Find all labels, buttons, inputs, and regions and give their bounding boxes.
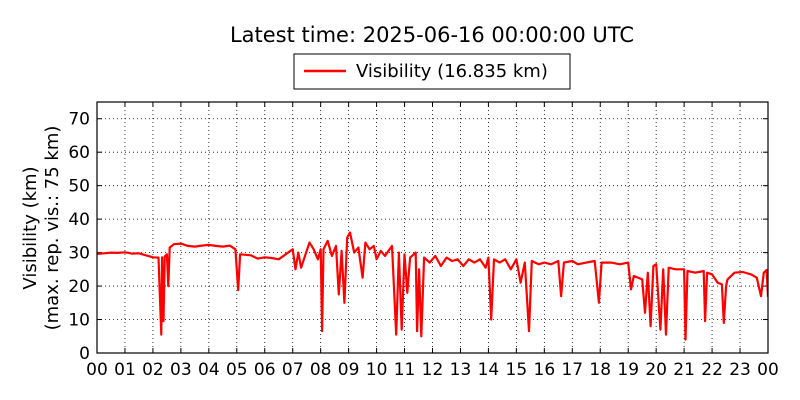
y-axis-label-line-1: Visibility (km) (20, 166, 41, 289)
x-tick-label: 01 (114, 360, 136, 380)
x-tick-label: 14 (478, 360, 500, 380)
x-tick-label: 12 (422, 360, 444, 380)
x-tick-label: 09 (338, 360, 360, 380)
x-tick-label: 15 (506, 360, 528, 380)
x-tick-label: 04 (198, 360, 220, 380)
x-tick-label: 20 (645, 360, 667, 380)
x-tick-label: 02 (142, 360, 164, 380)
x-tick-label: 00 (86, 360, 108, 380)
plot-series-group (97, 231, 768, 341)
y-tick-label: 0 (79, 344, 90, 364)
x-tick-label: 16 (534, 360, 556, 380)
legend: Visibility (16.835 km) (293, 53, 571, 90)
axis-ticks (96, 102, 769, 354)
y-tick-label: 40 (68, 210, 90, 230)
x-tick-label: 07 (282, 360, 304, 380)
x-tick-label: 05 (226, 360, 248, 380)
x-tick-label: 11 (394, 360, 416, 380)
y-tick-label: 70 (68, 110, 90, 130)
x-tick-label: 19 (617, 360, 639, 380)
y-tick-label: 20 (68, 277, 90, 297)
legend-label: Visibility (16.835 km) (356, 61, 548, 82)
x-tick-label: 10 (366, 360, 388, 380)
x-tick-label: 13 (450, 360, 472, 380)
y-tick-labels: 0 10 20 30 40 50 60 70 (68, 110, 90, 364)
x-tick-label: 23 (729, 360, 751, 380)
x-tick-label: 08 (310, 360, 332, 380)
x-tick-label: 00 (757, 360, 779, 380)
series-line-visibility (97, 231, 768, 341)
y-tick-label: 50 (68, 177, 90, 197)
x-tick-label: 06 (254, 360, 276, 380)
x-tick-label: 17 (561, 360, 583, 380)
chart-title: Latest time: 2025-06-16 00:00:00 UTC (230, 23, 634, 47)
x-tick-label: 18 (589, 360, 611, 380)
x-tick-label: 22 (701, 360, 723, 380)
y-tick-label: 60 (68, 143, 90, 163)
y-tick-label: 30 (68, 244, 90, 264)
y-tick-label: 10 (68, 311, 90, 331)
x-tick-label: 03 (170, 360, 192, 380)
x-tick-labels: 00 01 02 03 04 05 06 07 08 09 10 11 12 13 14 15 16 17 18 19… (86, 360, 779, 380)
y-axis-label-line-2: (max. rep. vis.: 75 km) (42, 126, 63, 331)
plot-frame (96, 101, 769, 354)
x-tick-label: 21 (673, 360, 695, 380)
